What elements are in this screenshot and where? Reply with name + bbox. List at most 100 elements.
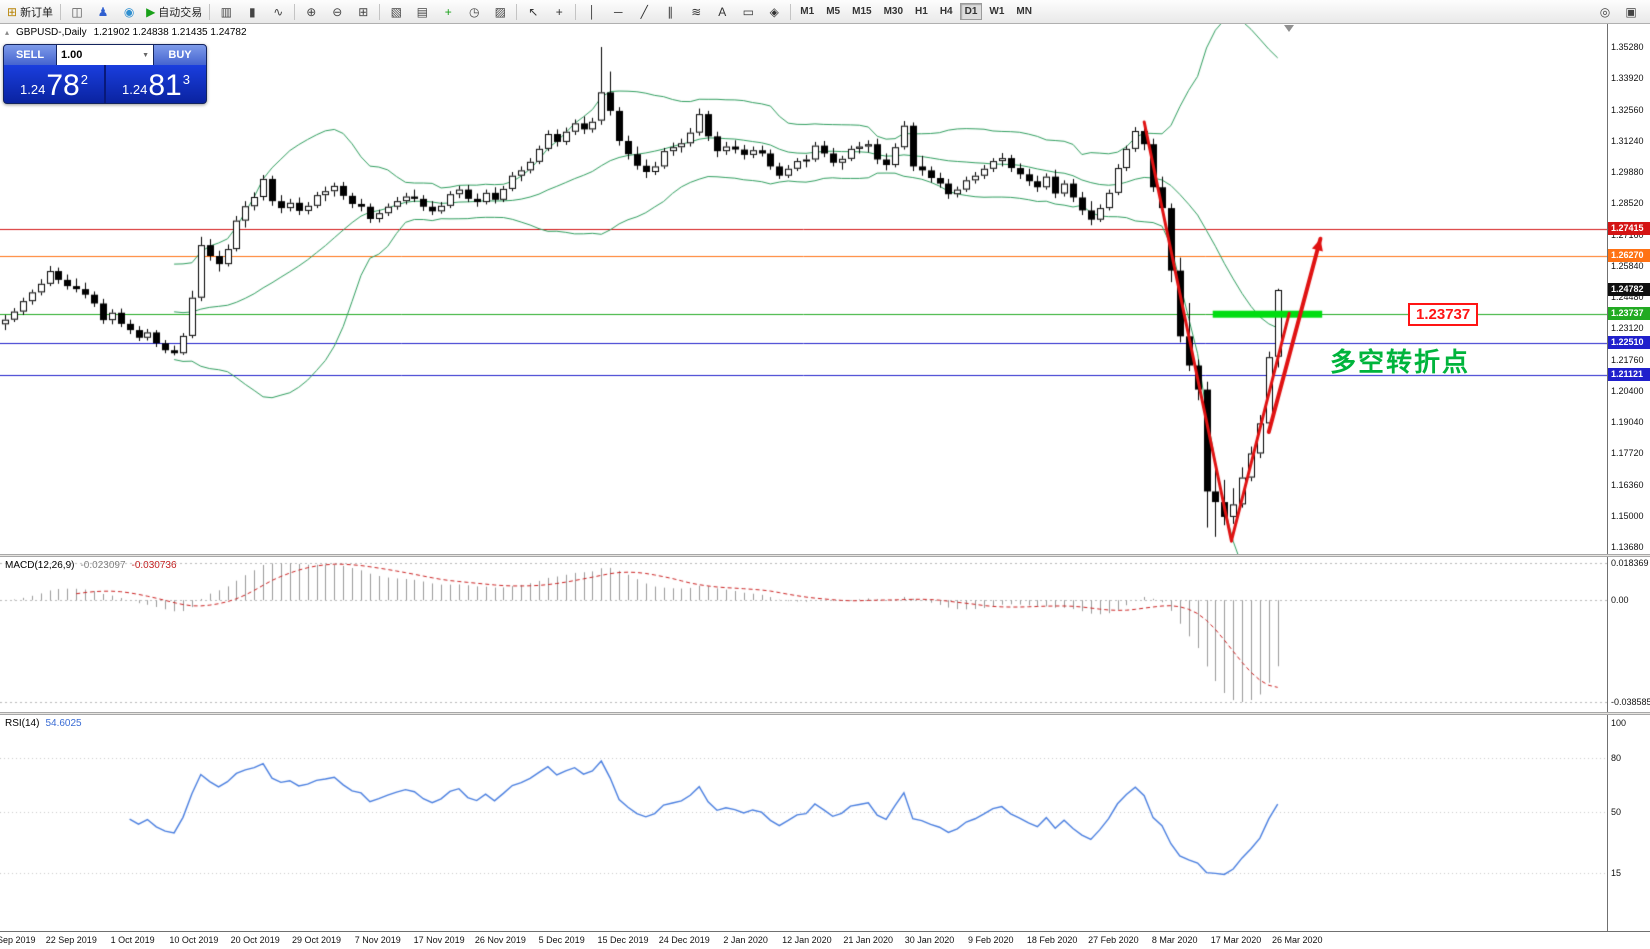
new-order-icon: ⊞ [7,4,18,19]
timeframe-h4-button[interactable]: H4 [939,6,953,17]
sell-button[interactable]: SELL [4,45,56,65]
macd-signal-value: -0.030736 [131,560,177,571]
zoom-out-button[interactable]: ⊖ [324,1,350,23]
autotrade-icon: ▶ [146,4,156,19]
search-button[interactable]: ◎ [1592,1,1618,23]
zoom-in-button[interactable]: ⊕ [298,1,324,23]
window-list-button[interactable]: ▣ [1618,1,1644,23]
profile-icon: ♟ [97,4,109,19]
price-axis-label: 1.21760 [1611,354,1644,365]
add-indicator-button[interactable]: + [435,1,461,23]
rsi-scale-label: 100 [1611,718,1627,728]
profile-button[interactable]: ♟ [90,1,116,23]
rsi-panel-canvas[interactable] [0,715,1607,931]
date-axis-label: 30 Jan 2020 [904,935,955,945]
timeframe-m5-button[interactable]: M5 [826,6,841,17]
main-chart-canvas[interactable] [0,24,1607,554]
text-label-button[interactable]: ▭ [735,1,761,23]
candlestick-chart-button[interactable]: ▮ [239,1,265,23]
rsi-scale-label: 80 [1611,753,1622,764]
ohlc-values: 1.21902 1.24838 1.21435 1.24782 [93,27,247,38]
macd-main-value: -0.023097 [80,560,126,571]
sell-price[interactable]: 1.24 78 2 [4,65,104,103]
price-axis-label: 1.25840 [1611,260,1644,271]
macd-scale-label: -0.038585 [1611,697,1650,707]
shapes-button[interactable]: ◈ [761,1,787,23]
shapes-icon: ◈ [769,4,779,19]
one-click-toggle-icon[interactable]: ▴ [5,28,10,37]
timeframe-w1-button[interactable]: W1 [989,6,1005,17]
buy-button[interactable]: BUY [154,45,206,65]
panel-splitter[interactable] [0,554,1650,557]
horizontal-line-button[interactable]: ─ [605,1,631,23]
date-axis-label: 17 Nov 2019 [413,935,465,945]
panel-splitter[interactable] [0,712,1650,715]
timeframe-d1-button[interactable]: D1 [959,3,983,20]
trendline-button[interactable]: ╱ [631,1,657,23]
date-axis-label: 10 Oct 2019 [169,935,219,945]
price-axis-label: 1.32560 [1611,104,1644,115]
date-axis-label: 26 Mar 2020 [1272,935,1323,945]
toolbar-separator [790,3,792,20]
date-axis-label: 18 Feb 2020 [1026,935,1078,945]
buy-price[interactable]: 1.24 81 3 [106,65,206,103]
chart-shift-marker[interactable] [1284,25,1294,32]
price-axis-label: 1.15000 [1611,510,1644,521]
date-axis-label: 7 Nov 2019 [354,935,401,945]
date-axis-label: 5 Dec 2019 [538,935,585,945]
horizontal-line-icon: ─ [614,4,623,19]
support-line-2-tag: 1.21121 [1608,367,1650,381]
volume-dropdown-icon[interactable]: ▼ [142,51,149,59]
vertical-line-button[interactable]: │ [579,1,605,23]
pivot-price-label[interactable]: 1.23737 [1408,303,1479,326]
price-scale[interactable]: 1.35280 1.33920 1.32560 1.31240 1.29880 1.285… [1607,24,1650,931]
fibonacci-icon: ≋ [691,4,702,19]
cursor-icon: ↖ [528,4,539,19]
bar-chart-button[interactable]: ▥ [213,1,239,23]
timeframe-h1-button[interactable]: H1 [915,6,928,17]
templates-button[interactable]: ▨ [487,1,513,23]
price-axis-label: 1.24480 [1611,292,1644,302]
new-order-label: 新订单 [20,6,54,19]
terminal-button[interactable]: ▤ [409,1,435,23]
macd-title: MACD(12,26,9) [5,560,75,571]
volume-input[interactable]: 1.00 ▼ [56,45,154,65]
cursor-button[interactable]: ↖ [520,1,546,23]
period-button[interactable]: ◷ [461,1,487,23]
date-axis-label: 15 Dec 2019 [597,935,649,945]
new-order-button[interactable]: ⊞ 新订单 [3,1,57,23]
price-axis-label: 1.17720 [1611,448,1644,459]
date-axis[interactable]: 12 Sep 2019 22 Sep 2019 1 Oct 2019 10 Oct 2… [0,931,1650,949]
timeframe-mn-button[interactable]: MN [1016,6,1032,17]
date-axis-label: 8 Mar 2020 [1151,935,1198,945]
toolbar: ⊞ 新订单 ◫ ♟ ◉ ▶ 自动交易 ▥ ▮ ∿ ⊕ ⊖ ⊞ ▧ ▤ + ◷ ▨ ↖ + │ ─ ╱ ∥ ≋ A ▭ ◈ M1 M5 M15… [0,0,1650,24]
line-chart-icon: ∿ [273,4,284,19]
channel-button[interactable]: ∥ [657,1,683,23]
macd-panel-canvas[interactable] [0,557,1607,712]
pivot-line-tag: 1.23737 [1608,307,1650,321]
timeframe-m30-button[interactable]: M30 [883,6,904,17]
autotrade-button[interactable]: ▶ 自动交易 [142,1,206,23]
terminal-icon: ▤ [416,4,428,19]
trade-prices-row: 1.24 78 2 1.24 81 3 [4,65,206,103]
fibonacci-button[interactable]: ≋ [683,1,709,23]
toolbar-separator [516,3,518,20]
navigator-button[interactable]: ▧ [383,1,409,23]
buy-price-prefix: 1.24 [122,82,148,97]
community-button[interactable]: ◉ [116,1,142,23]
tile-windows-button[interactable]: ⊞ [350,1,376,23]
date-axis-label: 9 Feb 2020 [968,935,1014,945]
charts-window-button[interactable]: ◫ [64,1,90,23]
macd-indicator-label: MACD(12,26,9) -0.023097 -0.030736 [5,560,177,571]
toolbar-separator [60,3,62,20]
timeframe-m1-button[interactable]: M1 [800,6,815,17]
line-chart-button[interactable]: ∿ [265,1,291,23]
pivot-note-text[interactable]: 多空转折点 [1330,347,1471,377]
date-axis-label: 26 Nov 2019 [474,935,526,945]
crosshair-button[interactable]: + [546,1,572,23]
price-axis-label: 1.31240 [1611,135,1644,146]
text-button[interactable]: A [709,1,735,23]
timeframe-m15-button[interactable]: M15 [852,6,872,17]
date-axis-label: 24 Dec 2019 [658,935,710,945]
